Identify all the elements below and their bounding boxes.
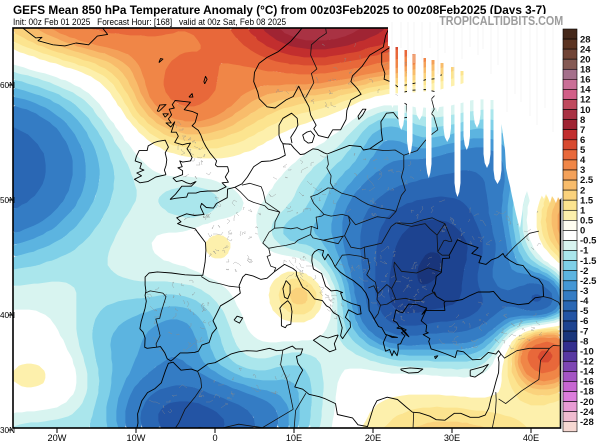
svg-text:-10: -10 xyxy=(580,346,594,357)
svg-text:-2: -2 xyxy=(580,266,588,277)
svg-text:20E: 20E xyxy=(365,433,381,443)
svg-text:-12: -12 xyxy=(580,357,594,368)
svg-text:40E: 40E xyxy=(523,433,539,443)
svg-text:0: 0 xyxy=(212,433,217,443)
svg-text:30N: 30N xyxy=(0,426,15,435)
svg-text:0.5: 0.5 xyxy=(580,216,594,227)
svg-text:-16: -16 xyxy=(580,377,594,388)
svg-text:18: 18 xyxy=(580,65,591,76)
svg-text:12: 12 xyxy=(580,95,591,106)
svg-text:10E: 10E xyxy=(286,433,302,443)
svg-text:4: 4 xyxy=(580,155,586,166)
svg-text:7: 7 xyxy=(580,125,585,136)
svg-text:6: 6 xyxy=(580,135,585,146)
svg-text:1: 1 xyxy=(580,206,586,217)
svg-text:-6: -6 xyxy=(580,316,588,327)
svg-text:60N: 60N xyxy=(0,81,15,90)
svg-text:2.5: 2.5 xyxy=(580,175,594,186)
svg-text:2: 2 xyxy=(580,185,585,196)
svg-text:40N: 40N xyxy=(0,311,15,320)
svg-text:-24: -24 xyxy=(580,407,594,418)
svg-text:-1.5: -1.5 xyxy=(580,256,597,267)
svg-text:8: 8 xyxy=(580,115,585,126)
svg-text:-8: -8 xyxy=(580,336,588,347)
svg-text:-4: -4 xyxy=(580,296,589,307)
svg-text:20W: 20W xyxy=(48,433,67,443)
svg-text:16: 16 xyxy=(580,75,591,86)
svg-text:-20: -20 xyxy=(580,397,594,408)
svg-text:10W: 10W xyxy=(127,433,146,443)
svg-text:3: 3 xyxy=(580,165,585,176)
svg-text:50N: 50N xyxy=(0,196,15,205)
svg-text:14: 14 xyxy=(580,85,591,96)
svg-text:24: 24 xyxy=(580,44,591,55)
svg-text:1.5: 1.5 xyxy=(580,195,594,206)
svg-text:28: 28 xyxy=(580,34,591,45)
svg-text:-0.5: -0.5 xyxy=(580,236,597,247)
svg-text:-5: -5 xyxy=(580,306,589,317)
svg-text:-28: -28 xyxy=(580,417,594,428)
svg-text:0: 0 xyxy=(580,226,585,237)
svg-text:5: 5 xyxy=(580,145,586,156)
svg-text:-18: -18 xyxy=(580,387,594,398)
svg-text:-7: -7 xyxy=(580,326,588,337)
svg-text:30E: 30E xyxy=(444,433,460,443)
svg-text:-2.5: -2.5 xyxy=(580,276,597,287)
svg-text:10: 10 xyxy=(580,105,591,116)
svg-text:20: 20 xyxy=(580,54,591,65)
svg-text:-14: -14 xyxy=(580,367,594,378)
svg-text:-3: -3 xyxy=(580,286,588,297)
svg-text:-1: -1 xyxy=(580,246,589,257)
